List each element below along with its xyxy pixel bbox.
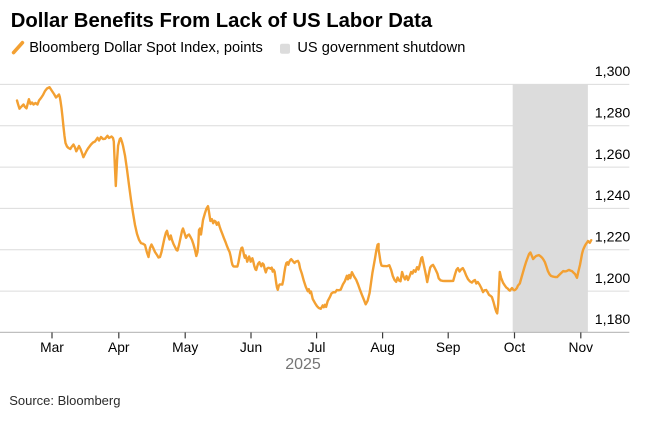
- svg-text:Apr: Apr: [108, 340, 130, 355]
- svg-text:Aug: Aug: [370, 340, 395, 355]
- svg-text:Nov: Nov: [569, 340, 594, 355]
- svg-text:1,300: 1,300: [595, 64, 631, 80]
- svg-text:1,240: 1,240: [595, 188, 631, 204]
- svg-text:1,280: 1,280: [595, 105, 631, 121]
- svg-text:May: May: [172, 340, 198, 355]
- svg-text:Oct: Oct: [504, 340, 526, 355]
- svg-text:Sep: Sep: [436, 340, 461, 355]
- svg-text:2025: 2025: [285, 356, 321, 373]
- svg-text:US government shutdown: US government shutdown: [297, 40, 465, 56]
- svg-text:Jul: Jul: [308, 340, 326, 355]
- svg-text:1,180: 1,180: [595, 312, 631, 328]
- svg-text:Bloomberg Dollar Spot Index, p: Bloomberg Dollar Spot Index, points: [29, 40, 263, 56]
- svg-text:Source: Bloomberg: Source: Bloomberg: [9, 393, 120, 408]
- svg-text:1,260: 1,260: [595, 147, 631, 163]
- svg-text:Jun: Jun: [240, 340, 262, 355]
- svg-text:Mar: Mar: [40, 340, 64, 355]
- svg-text:1,220: 1,220: [595, 230, 631, 246]
- svg-text:1,200: 1,200: [595, 271, 631, 287]
